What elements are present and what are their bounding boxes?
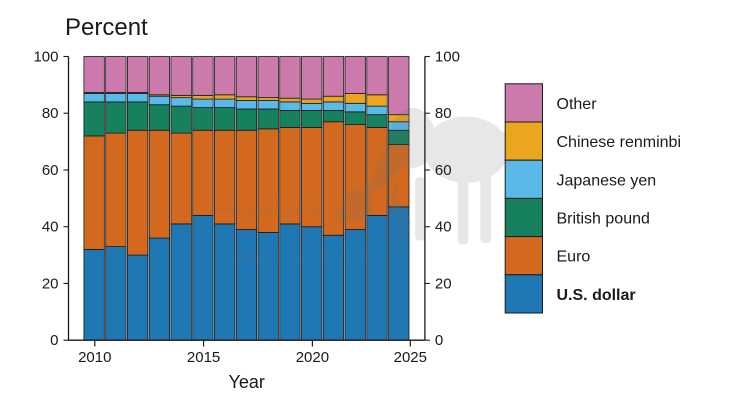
svg-text:2010: 2010 xyxy=(78,349,111,366)
svg-text:0: 0 xyxy=(435,332,443,349)
svg-text:نبض البورصة: نبض البورصة xyxy=(215,195,322,217)
svg-text:80: 80 xyxy=(42,105,59,122)
svg-text:Chinese renminbi: Chinese renminbi xyxy=(557,134,682,151)
svg-text:Other: Other xyxy=(557,96,598,113)
svg-text:100: 100 xyxy=(435,49,460,66)
svg-text:Percent: Percent xyxy=(65,14,148,41)
svg-text:20: 20 xyxy=(435,275,452,292)
svg-text:Japanese yen: Japanese yen xyxy=(557,172,657,189)
svg-text:U.S. dollar: U.S. dollar xyxy=(557,287,636,304)
svg-text:2015: 2015 xyxy=(187,349,220,366)
svg-text:British pound: British pound xyxy=(557,211,650,228)
svg-text:20: 20 xyxy=(42,275,59,292)
svg-text:60: 60 xyxy=(42,162,59,179)
svg-text:40: 40 xyxy=(42,219,59,236)
svg-text:40: 40 xyxy=(435,219,452,236)
svg-text:2025: 2025 xyxy=(394,349,427,366)
svg-text:100: 100 xyxy=(33,49,58,66)
svg-text:80: 80 xyxy=(435,105,452,122)
svg-text:Euro: Euro xyxy=(557,249,591,266)
svg-text:60: 60 xyxy=(435,162,452,179)
svg-text:2020: 2020 xyxy=(296,349,329,366)
svg-text:nabzebourse.com: nabzebourse.com xyxy=(225,246,373,266)
svg-text:0: 0 xyxy=(50,332,58,349)
svg-text:Year: Year xyxy=(229,372,265,392)
